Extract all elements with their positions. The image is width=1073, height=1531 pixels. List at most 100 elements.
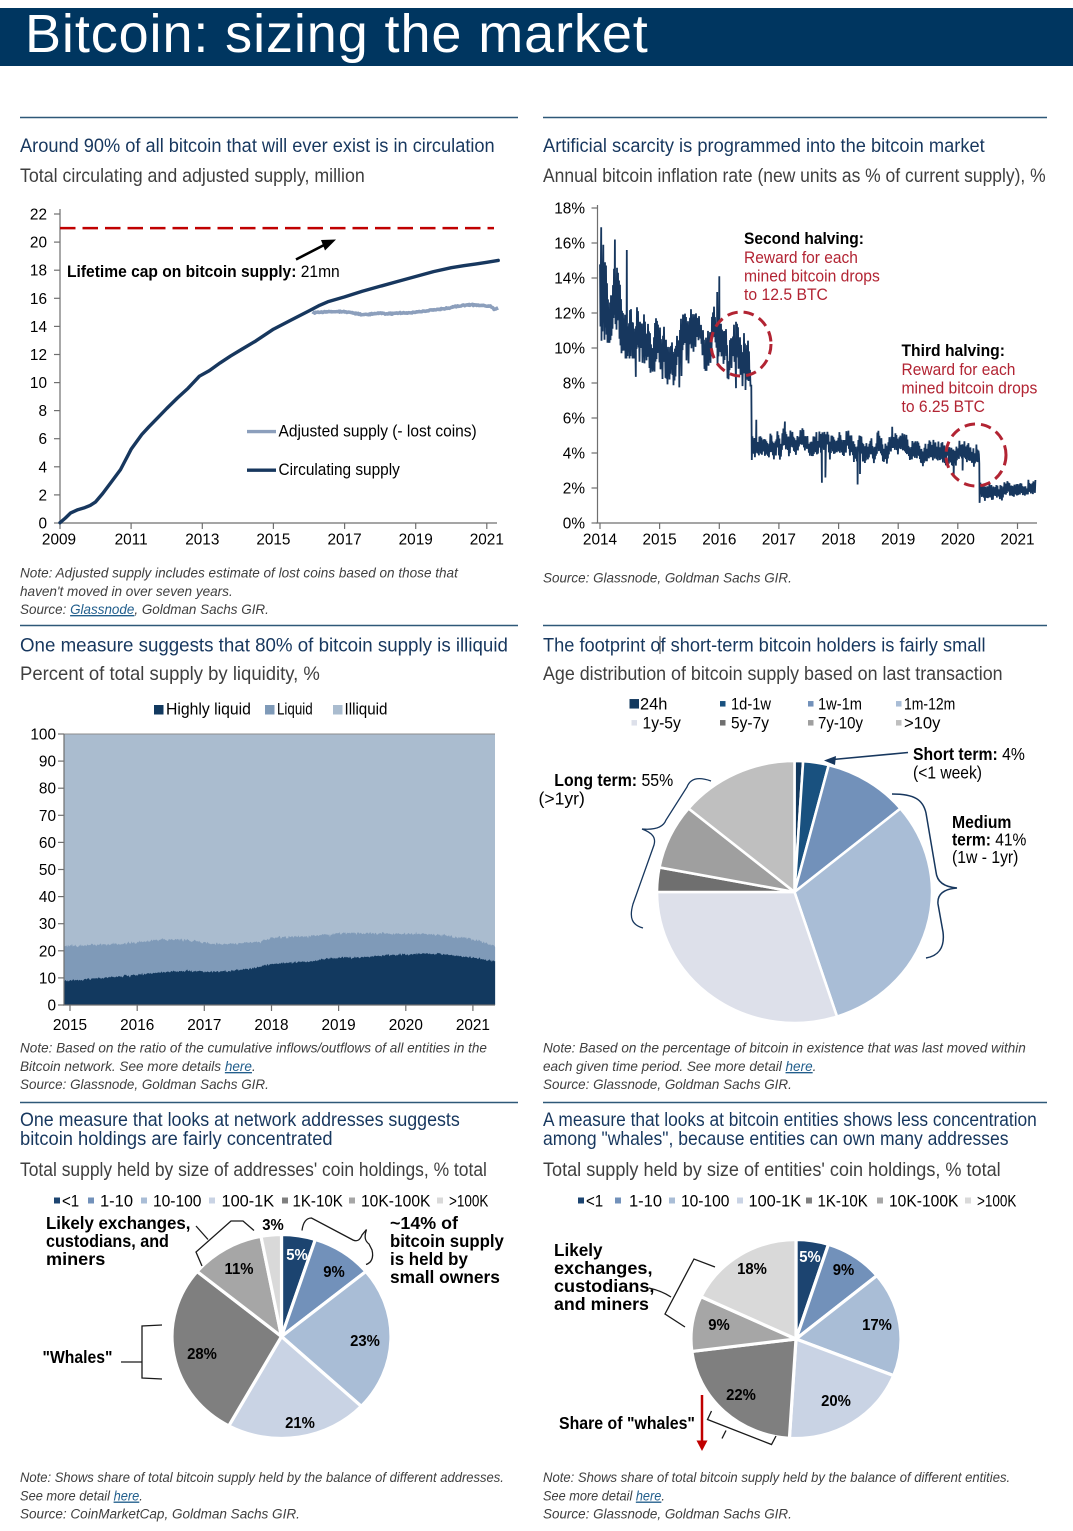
svg-text:2021: 2021 [470,531,504,548]
svg-text:2019: 2019 [881,531,915,548]
svg-text:9%: 9% [708,1317,730,1335]
svg-text:Reward for each: Reward for each [902,361,1016,380]
svg-text:8: 8 [38,403,47,420]
svg-text:20: 20 [30,234,47,251]
svg-text:10%: 10% [554,340,585,357]
svg-text:18%: 18% [737,1261,767,1279]
svg-text:Long term: 55%: Long term: 55% [554,770,673,790]
svg-text:to 6.25 BTC: to 6.25 BTC [902,398,985,416]
svg-text:2016: 2016 [120,1017,154,1034]
svg-text:Short term: 4%: Short term: 4% [913,744,1025,764]
svg-text:0%: 0% [563,515,585,532]
svg-text:Annual bitcoin inflation rate: Annual bitcoin inflation rate (new units… [543,164,1046,186]
svg-text:One measure that looks at netw: One measure that looks at network addres… [20,1108,460,1130]
svg-text:2017: 2017 [328,531,362,548]
svg-text:Source: Glassnode, Goldman Sac: Source: Glassnode, Goldman Sachs GIR. [543,570,792,585]
svg-text:90: 90 [39,753,56,770]
svg-text:term: 41%: term: 41% [952,830,1027,850]
svg-text:Likely: Likely [554,1240,603,1261]
svg-text:bitcoin supply: bitcoin supply [390,1230,504,1251]
svg-text:Note: Shows share of total bit: Note: Shows share of total bitcoin suppl… [20,1470,504,1485]
svg-text:Total circulating and adjusted: Total circulating and adjusted supply, m… [20,164,365,186]
svg-text:2011: 2011 [115,531,148,548]
svg-text:20%: 20% [821,1393,851,1411]
svg-text:Note: Adjusted supply includes: Note: Adjusted supply includes estimate … [20,566,459,581]
svg-text:0: 0 [47,997,56,1014]
svg-text:2021: 2021 [1000,531,1034,548]
svg-text:Note: Shows share of total bit: Note: Shows share of total bitcoin suppl… [543,1470,1010,1485]
svg-text:10-100: 10-100 [681,1192,730,1211]
svg-text:<1: <1 [586,1193,603,1211]
svg-text:21%: 21% [285,1415,315,1433]
svg-text:50: 50 [39,862,56,879]
svg-text:2009: 2009 [42,531,76,548]
svg-text:24h: 24h [640,695,667,713]
svg-text:each given time period. See mo: each given time period. See more detail … [543,1059,816,1074]
svg-text:70: 70 [39,808,56,825]
svg-text:5%: 5% [799,1249,821,1267]
svg-text:Total supply held by size of e: Total supply held by size of entities' c… [543,1158,1001,1180]
svg-text:2015: 2015 [643,531,677,548]
svg-text:1m-12m: 1m-12m [904,695,955,713]
svg-text:(<1 week): (<1 week) [913,763,982,783]
svg-text:Reward for each: Reward for each [744,249,858,268]
svg-text:and miners: and miners [554,1294,649,1314]
svg-text:10-100: 10-100 [153,1192,202,1211]
svg-text:<1: <1 [62,1193,79,1211]
svg-text:2: 2 [38,487,47,504]
svg-text:11%: 11% [225,1261,254,1279]
svg-text:(1w - 1yr): (1w - 1yr) [952,847,1018,867]
svg-text:2%: 2% [563,480,585,497]
svg-text:Note: Based on the ratio of th: Note: Based on the ratio of the cumulati… [20,1041,487,1056]
svg-text:Highly liquid: Highly liquid [166,700,251,718]
svg-text:23%: 23% [350,1333,380,1351]
svg-text:4%: 4% [563,445,585,462]
svg-text:2018: 2018 [254,1017,288,1034]
svg-text:Percent of total supply by liq: Percent of total supply by liquidity, % [20,664,320,686]
svg-text:One measure suggests that 80%: One measure suggests that 80% of bitcoin… [20,635,508,656]
svg-text:2021: 2021 [456,1017,490,1034]
svg-text:>100K: >100K [449,1192,488,1211]
svg-text:30: 30 [39,916,56,933]
svg-text:Medium: Medium [952,812,1011,832]
svg-text:22%: 22% [726,1387,756,1405]
svg-text:60: 60 [39,835,56,852]
svg-text:2017: 2017 [187,1017,221,1034]
svg-text:16%: 16% [554,235,585,252]
svg-text:22: 22 [30,206,47,223]
svg-text:mined bitcoin drops: mined bitcoin drops [744,267,880,285]
svg-text:2020: 2020 [389,1017,423,1034]
svg-text:(>1yr): (>1yr) [539,789,585,809]
svg-text:~14% of: ~14% of [390,1213,458,1233]
svg-text:2013: 2013 [185,531,219,548]
svg-text:A measure that looks at bitcoi: A measure that looks at bitcoin entities… [543,1108,1037,1130]
svg-text:5y-7y: 5y-7y [731,714,769,733]
svg-text:6: 6 [38,431,47,448]
svg-text:100-1K: 100-1K [222,1192,275,1210]
svg-text:1y-5y: 1y-5y [643,714,682,732]
svg-text:40: 40 [39,889,56,906]
svg-text:to 12.5 BTC: to 12.5 BTC [744,286,828,304]
svg-text:Total supply held by size of a: Total supply held by size of addresses' … [20,1158,487,1180]
svg-text:1-10: 1-10 [629,1193,662,1211]
svg-text:Age distribution of bitcoin su: Age distribution of bitcoin supply based… [543,662,1003,684]
svg-text:7y-10y: 7y-10y [818,715,863,733]
svg-text:2015: 2015 [53,1017,87,1034]
svg-text:"Whales": "Whales" [43,1347,113,1367]
svg-text:Source: Glassnode, Goldman Sac: Source: Glassnode, Goldman Sachs GIR. [20,1077,269,1092]
svg-text:custodians, and: custodians, and [46,1231,169,1251]
svg-text:2017: 2017 [762,531,796,548]
svg-text:4: 4 [38,459,47,476]
svg-text:haven't moved in over seven ye: haven't moved in over seven years. [20,584,233,599]
svg-text:Adjusted supply (- lost coins): Adjusted supply (- lost coins) [279,423,477,441]
svg-text:Around 90% of all bitcoin that: Around 90% of all bitcoin that will ever… [20,134,495,156]
svg-text:9%: 9% [833,1262,855,1280]
svg-text:Bitcoin network. See more deta: Bitcoin network. See more details here. [20,1059,256,1074]
svg-text:custodians,: custodians, [554,1276,654,1296]
svg-text:Source: Glassnode, Goldman Sac: Source: Glassnode, Goldman Sachs GIR. [20,602,269,617]
svg-text:>10y: >10y [904,714,941,733]
svg-text:>100K: >100K [977,1192,1016,1211]
svg-text:3%: 3% [262,1217,284,1235]
svg-text:2019: 2019 [399,531,433,548]
svg-text:5%: 5% [286,1247,308,1265]
